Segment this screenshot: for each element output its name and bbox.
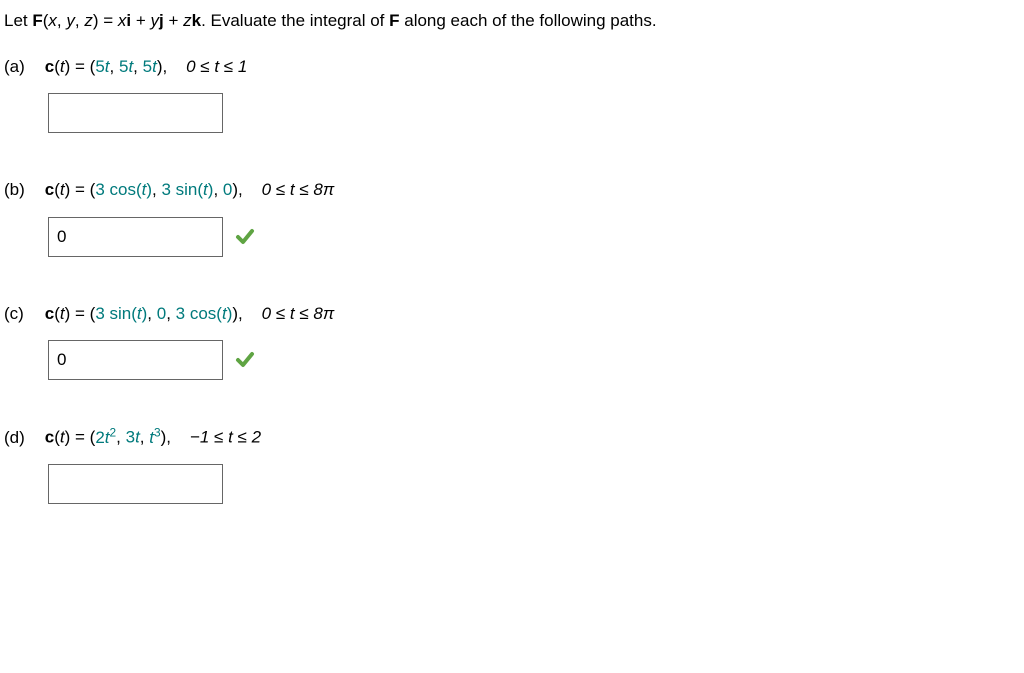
coef: y: [150, 11, 159, 30]
range: 0 ≤ t ≤ 1: [186, 57, 247, 76]
answer-input[interactable]: 0: [48, 340, 223, 380]
text: ,: [75, 11, 84, 30]
component: 5t: [119, 57, 133, 76]
answer-row: [48, 93, 1020, 133]
c: c: [45, 57, 54, 76]
text: ,: [57, 11, 66, 30]
text: Let: [4, 11, 32, 30]
arg: z: [84, 11, 93, 30]
text: ,: [133, 57, 142, 76]
answer-row: 0: [48, 340, 1020, 380]
component: 3 cos(t): [176, 304, 233, 323]
part-label: (c): [4, 301, 40, 327]
text: +: [131, 11, 150, 30]
text: ),: [232, 180, 242, 199]
part-prompt: (d) c(t) = (2t2, 3t, t3), −1 ≤ t ≤ 2: [4, 424, 1020, 450]
component: 5t: [143, 57, 157, 76]
part-prompt: (c) c(t) = (3 sin(t), 0, 3 cos(t)), 0 ≤ …: [4, 301, 1020, 327]
answer-input[interactable]: 0: [48, 217, 223, 257]
component: t3: [149, 428, 160, 447]
part-prompt: (a) c(t) = (5t, 5t, 5t), 0 ≤ t ≤ 1: [4, 54, 1020, 80]
text: ) =: [93, 11, 118, 30]
arg: y: [66, 11, 75, 30]
text: ,: [166, 304, 175, 323]
text: . Evaluate the integral of: [201, 11, 389, 30]
part-d: (d) c(t) = (2t2, 3t, t3), −1 ≤ t ≤ 2: [4, 424, 1020, 504]
unit: k: [192, 11, 201, 30]
range: 0 ≤ t ≤ 8π: [262, 180, 335, 199]
part-prompt: (b) c(t) = (3 cos(t), 3 sin(t), 0), 0 ≤ …: [4, 177, 1020, 203]
coef: z: [183, 11, 192, 30]
component: 3 sin(t): [161, 180, 213, 199]
component: 5t: [95, 57, 109, 76]
c: c: [45, 428, 54, 447]
c: c: [45, 180, 54, 199]
text: +: [164, 11, 183, 30]
c: c: [45, 304, 54, 323]
func-name: F: [389, 11, 399, 30]
text: ,: [147, 304, 156, 323]
func-name: F: [32, 11, 42, 30]
arg: x: [48, 11, 57, 30]
answer-input[interactable]: [48, 464, 223, 504]
text: ),: [157, 57, 167, 76]
part-label: (d): [4, 425, 40, 451]
component: 3t: [126, 428, 140, 447]
range: 0 ≤ t ≤ 8π: [262, 304, 335, 323]
part-a: (a) c(t) = (5t, 5t, 5t), 0 ≤ t ≤ 1: [4, 54, 1020, 134]
check-icon: [235, 350, 255, 370]
component: 3 sin(t): [95, 304, 147, 323]
component: 3 cos(t): [95, 180, 152, 199]
text: ) = (: [65, 180, 96, 199]
component: 0: [223, 180, 232, 199]
text: ,: [213, 180, 222, 199]
answer-row: [48, 464, 1020, 504]
answer-input[interactable]: [48, 93, 223, 133]
part-label: (b): [4, 177, 40, 203]
text: ) = (: [65, 57, 96, 76]
component: 0: [157, 304, 166, 323]
answer-row: 0: [48, 217, 1020, 257]
text: along each of the following paths.: [400, 11, 657, 30]
text: ),: [232, 304, 242, 323]
text: ),: [161, 428, 171, 447]
text: ) = (: [65, 304, 96, 323]
range: −1 ≤ t ≤ 2: [190, 428, 261, 447]
text: ,: [140, 428, 149, 447]
check-icon: [235, 227, 255, 247]
text: ,: [110, 57, 119, 76]
text: ,: [116, 428, 125, 447]
part-c: (c) c(t) = (3 sin(t), 0, 3 cos(t)), 0 ≤ …: [4, 301, 1020, 381]
component: 2t2: [95, 428, 116, 447]
part-label: (a): [4, 54, 40, 80]
problem-statement: Let F(x, y, z) = xi + yj + zk. Evaluate …: [4, 8, 1020, 34]
text: ) = (: [65, 428, 96, 447]
part-b: (b) c(t) = (3 cos(t), 3 sin(t), 0), 0 ≤ …: [4, 177, 1020, 257]
